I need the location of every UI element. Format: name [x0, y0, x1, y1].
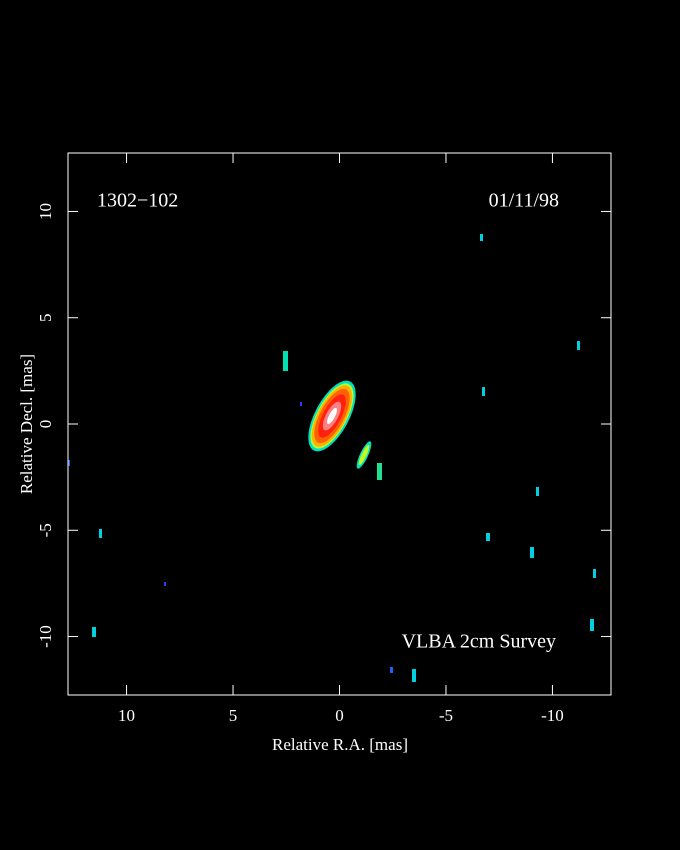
contour [358, 444, 370, 466]
x-axis-label: Relative R.A. [mas] [272, 735, 408, 754]
y-tick-label: 10 [36, 203, 55, 220]
source-label: 1302−102 [97, 190, 178, 212]
image-content [68, 234, 596, 682]
speck [92, 627, 96, 637]
speck [412, 669, 416, 682]
y-tick-label: -5 [36, 523, 55, 537]
speck [482, 387, 485, 396]
y-tick-label: 5 [36, 313, 55, 322]
x-tick-label: -5 [439, 706, 453, 725]
speck [377, 463, 382, 480]
y-tick-label: -10 [36, 625, 55, 648]
noise-specks [68, 234, 596, 682]
speck [300, 402, 302, 406]
source-blob [308, 380, 356, 452]
speck [68, 460, 70, 466]
jet-blob [356, 441, 372, 469]
date-label: 01/11/98 [489, 190, 559, 212]
x-tick-label: 5 [229, 706, 238, 725]
speck [486, 533, 490, 541]
speck [530, 547, 534, 558]
speck [283, 351, 288, 371]
speck [577, 341, 580, 350]
y-tick-label: 0 [36, 420, 55, 429]
speck [536, 487, 539, 496]
x-tick-label: 0 [335, 706, 344, 725]
speck [480, 234, 483, 241]
speck [390, 667, 393, 673]
y-axis-label: Relative Decl. [mas] [17, 354, 36, 494]
x-tick-label: -10 [541, 706, 564, 725]
speck [590, 619, 594, 631]
speck [99, 529, 102, 538]
x-tick-label: 10 [118, 706, 135, 725]
survey-label: VLBA 2cm Survey [402, 631, 556, 653]
speck [164, 582, 166, 586]
contour [327, 407, 337, 425]
speck [593, 569, 596, 578]
